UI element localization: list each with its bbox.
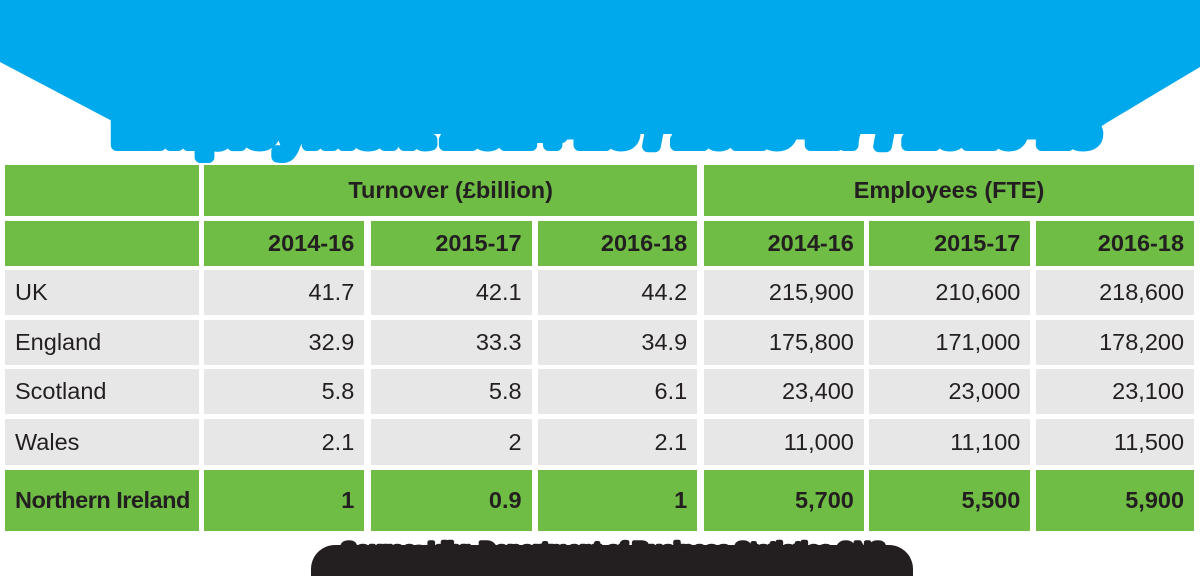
svg-text:Source: Idbr, Department of Bu: Source: Idbr, Department of Business Sta… xyxy=(341,538,885,563)
svg-text:Employment 2014-16 / 2015-17 /: Employment 2014-16 / 2015-17 / 2016-18 xyxy=(113,94,1097,158)
